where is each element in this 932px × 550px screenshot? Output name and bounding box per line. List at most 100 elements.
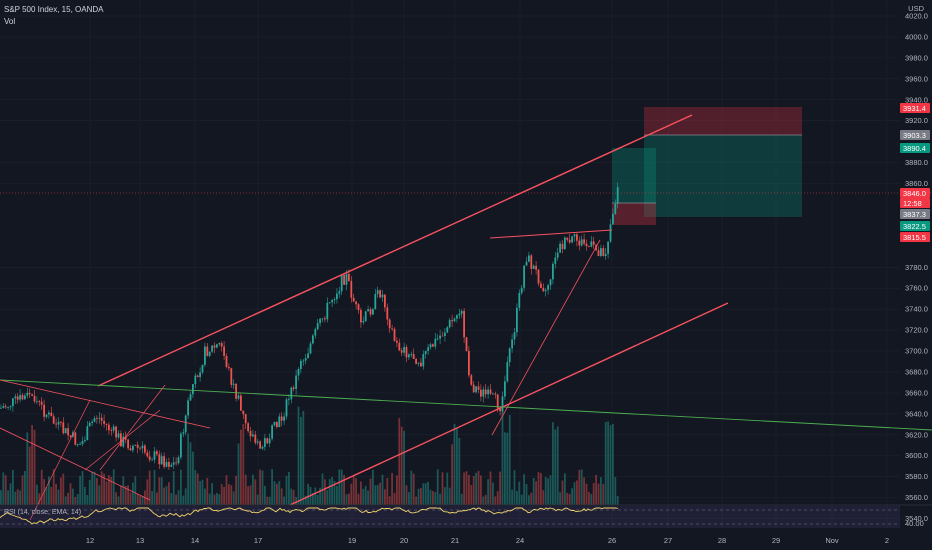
candle-body xyxy=(470,375,473,385)
take-profit-zone[interactable] xyxy=(644,135,802,217)
volume-bar xyxy=(513,470,516,505)
volume-bar xyxy=(600,477,602,505)
candle-body xyxy=(340,275,343,292)
volume-bar xyxy=(439,493,441,505)
volume-bar xyxy=(100,471,103,505)
candle-body xyxy=(134,444,137,446)
volume-bar xyxy=(206,477,209,505)
candle-body xyxy=(511,339,513,349)
volume-bar xyxy=(21,475,24,505)
volume-bar xyxy=(398,417,401,505)
volume-bar xyxy=(324,479,326,505)
volume-bar xyxy=(84,486,86,505)
candle-body xyxy=(328,302,331,304)
resistance-line[interactable] xyxy=(489,229,613,239)
volume-bar xyxy=(372,469,374,505)
candle-body xyxy=(199,372,201,378)
volume-bar xyxy=(458,437,461,505)
candle-body xyxy=(381,294,384,298)
candle-body xyxy=(549,279,552,286)
candle-body xyxy=(501,396,504,412)
small-line-c[interactable] xyxy=(99,384,166,471)
volume-bar xyxy=(223,486,225,505)
volume-bar xyxy=(228,484,230,505)
svg-text:3903.3: 3903.3 xyxy=(903,131,926,140)
volume-bar xyxy=(175,494,177,505)
candle-body xyxy=(216,344,218,348)
volume-label[interactable]: Vol xyxy=(4,17,16,26)
candle-body xyxy=(273,421,276,426)
position-boxes[interactable] xyxy=(612,107,802,225)
volume-bar xyxy=(446,472,449,505)
volume-bar xyxy=(374,485,377,505)
volume-bar xyxy=(592,483,595,505)
volume-bar xyxy=(453,423,456,505)
volume-bar xyxy=(535,481,537,505)
candle-body xyxy=(444,332,446,336)
svg-text:3846.0: 3846.0 xyxy=(903,189,926,198)
candle-body xyxy=(388,319,391,329)
candle-body xyxy=(540,283,542,288)
candle-body xyxy=(36,401,38,403)
candle-body xyxy=(400,350,403,353)
small-line-b[interactable] xyxy=(84,409,161,471)
candle-body xyxy=(602,248,605,256)
time-label: 29 xyxy=(772,536,780,545)
upper-channel-line[interactable] xyxy=(97,114,693,387)
candle-body xyxy=(220,343,223,347)
volume-bar xyxy=(588,491,590,505)
price-label: 3660.0 xyxy=(905,388,928,397)
trend-drawings[interactable] xyxy=(0,114,932,521)
volume-bar xyxy=(561,480,564,505)
wedge-top[interactable] xyxy=(0,379,211,429)
candle-body xyxy=(422,354,425,367)
volume-bar xyxy=(115,492,117,505)
small-line-a[interactable] xyxy=(29,399,91,521)
volume-bar xyxy=(302,410,305,505)
candle-body xyxy=(196,375,199,378)
candle-body xyxy=(276,421,278,428)
volume-bar xyxy=(403,430,405,505)
volume-bar xyxy=(156,492,158,505)
candle-body xyxy=(312,335,314,344)
volume-bar xyxy=(316,495,319,505)
candle-body xyxy=(285,399,288,417)
candle-body xyxy=(384,294,386,308)
candle-body xyxy=(31,394,33,396)
candle-body xyxy=(523,265,525,288)
candle-body xyxy=(348,273,350,281)
price-axis[interactable]: 4020.0 4000.0 3980.0 3960.0 3940.0 3920.0 3880… xyxy=(905,12,928,529)
volume-bar xyxy=(460,493,463,505)
rsi-indicator-label[interactable]: RSI (14, close, EMA, 14) xyxy=(4,509,82,516)
candle-body xyxy=(232,383,235,385)
stop-loss-zone-small[interactable] xyxy=(612,203,656,225)
volume-bar xyxy=(484,494,487,505)
candle-body xyxy=(108,424,110,431)
candle-body xyxy=(189,394,192,401)
rsi-axis-label: 40.00 xyxy=(905,519,924,528)
candle-body xyxy=(21,395,24,400)
volume-bar xyxy=(518,481,521,505)
price-label: 3760.0 xyxy=(905,284,928,293)
candle-body xyxy=(163,456,165,467)
candle-body xyxy=(316,323,319,330)
support-diagonal[interactable] xyxy=(491,239,601,436)
volume-bar xyxy=(2,472,5,505)
volume-bar xyxy=(225,475,228,505)
take-profit-zone-small[interactable] xyxy=(612,148,656,203)
symbol-title[interactable]: S&P 500 Index, 15, OANDA xyxy=(4,5,104,14)
time-axis[interactable]: 12 13 14 17 19 20 21 24 26 27 28 29 Nov 2 xyxy=(86,536,889,545)
volume-bar xyxy=(192,451,194,505)
volume-bar xyxy=(566,492,569,505)
stop-loss-zone[interactable] xyxy=(644,107,802,135)
candle-body xyxy=(604,253,607,256)
wedge-bottom[interactable] xyxy=(0,427,151,501)
candle-body xyxy=(237,395,240,399)
green-trendline[interactable] xyxy=(0,379,932,431)
candle-body xyxy=(132,445,134,451)
candle-body xyxy=(561,243,564,250)
candle-body xyxy=(578,240,581,246)
candle-body xyxy=(259,441,261,449)
